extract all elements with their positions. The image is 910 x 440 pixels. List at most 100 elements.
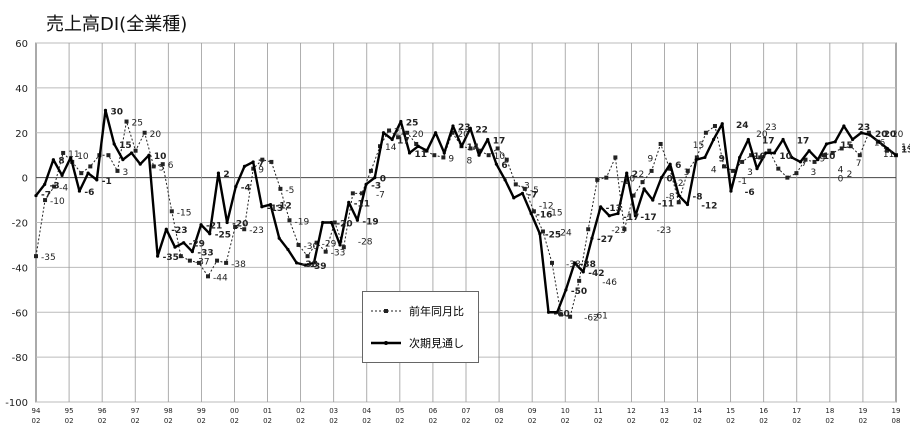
- series-point-outlook: [121, 158, 125, 162]
- data-label: 2: [632, 170, 638, 180]
- data-label: 9: [648, 154, 654, 164]
- series-point-yoy: [387, 128, 392, 133]
- series-point-yoy: [432, 153, 437, 158]
- x-tick-year: 99: [197, 407, 206, 415]
- series-point-yoy: [468, 146, 473, 151]
- series-point-outlook: [199, 223, 203, 227]
- data-label: -62: [584, 314, 599, 324]
- series-point-yoy: [513, 182, 518, 187]
- data-label: 4: [838, 166, 844, 176]
- x-tick-year: 00: [230, 407, 239, 415]
- series-point-outlook: [651, 198, 655, 202]
- legend-label-yoy: 前年同月比: [409, 305, 464, 318]
- data-label: -12: [276, 202, 292, 212]
- data-label: -33: [331, 249, 346, 259]
- x-tick-year: 17: [792, 407, 801, 415]
- series-point-yoy: [106, 153, 111, 158]
- series-point-outlook: [34, 193, 38, 198]
- data-label: 25: [406, 119, 419, 129]
- series-point-outlook: [755, 167, 759, 171]
- series-point-outlook: [43, 182, 47, 186]
- series-point-yoy: [196, 260, 201, 265]
- series-point-yoy: [722, 164, 726, 169]
- data-label: -33: [197, 249, 213, 259]
- series-point-yoy: [622, 227, 627, 232]
- x-tick-year: 14: [693, 407, 702, 415]
- series-point-outlook: [729, 189, 733, 193]
- series-point-outlook: [416, 144, 420, 148]
- series-point-outlook: [850, 137, 855, 142]
- series-point-outlook: [347, 200, 351, 204]
- series-point-yoy: [830, 150, 835, 155]
- x-tick-year: 97: [131, 407, 140, 415]
- data-label: 5: [159, 163, 165, 173]
- legend-swatch-outlook: [371, 341, 401, 345]
- series-point-outlook: [86, 171, 90, 175]
- data-label: -4: [59, 184, 68, 194]
- y-tick-label: -20: [12, 219, 28, 230]
- series-point-yoy: [215, 258, 220, 263]
- data-label: 3: [684, 168, 690, 178]
- series-point-yoy: [495, 146, 500, 151]
- series-point-yoy: [866, 130, 871, 135]
- series-point-yoy: [160, 162, 165, 167]
- data-label: 20: [150, 130, 162, 140]
- x-tick-year: 13: [660, 407, 669, 415]
- series-point-outlook: [234, 185, 238, 189]
- data-label: -3: [371, 181, 381, 191]
- series-line-outlook: [35, 109, 897, 314]
- data-label: 0: [838, 175, 844, 185]
- x-tick-year: 09: [528, 407, 537, 415]
- x-tick-month: 02: [362, 417, 371, 425]
- data-label: 20: [884, 130, 897, 140]
- series-point-yoy: [658, 141, 663, 146]
- series-point-outlook: [51, 158, 55, 162]
- series-point-yoy: [206, 274, 210, 279]
- data-label: 6: [501, 161, 507, 171]
- series-point-yoy: [794, 171, 799, 176]
- data-label: -23: [657, 226, 672, 236]
- series-point-yoy: [559, 312, 564, 317]
- series-point-yoy: [133, 148, 138, 153]
- series-point-yoy: [368, 168, 373, 173]
- data-label: 11: [68, 150, 79, 160]
- series-point-yoy: [604, 175, 609, 180]
- series-point-yoy: [803, 157, 808, 162]
- data-label: 14: [467, 143, 480, 153]
- series-point-outlook: [190, 250, 194, 254]
- series-point-outlook: [816, 158, 820, 162]
- x-tick-month: 02: [462, 417, 471, 425]
- series-point-outlook: [95, 178, 99, 182]
- series-point-outlook: [685, 202, 690, 207]
- y-tick-label: 0: [22, 174, 28, 185]
- series-point-yoy: [504, 157, 509, 162]
- x-tick-month: 02: [726, 417, 735, 425]
- data-label: -38: [302, 260, 318, 270]
- series-point-yoy: [712, 124, 717, 129]
- data-label: 13: [901, 145, 910, 155]
- series-point-outlook: [164, 227, 168, 231]
- series-point-yoy: [522, 186, 527, 191]
- data-label: 3: [747, 168, 753, 178]
- data-label: -6: [745, 188, 755, 198]
- series-point-yoy: [34, 254, 38, 259]
- series-point-outlook: [772, 151, 776, 155]
- y-tick-label: -100: [5, 398, 28, 409]
- series-point-outlook: [303, 263, 307, 267]
- series-point-outlook: [607, 214, 611, 218]
- series-point-yoy: [178, 254, 183, 259]
- data-label: -29: [322, 240, 337, 250]
- data-label: 10: [154, 152, 167, 162]
- x-tick-year: 95: [65, 407, 74, 415]
- data-label: 17: [397, 136, 410, 146]
- data-label: -7: [527, 190, 537, 200]
- series-point-yoy: [848, 144, 853, 149]
- series-point-outlook: [868, 133, 872, 137]
- x-tick-month: 02: [660, 417, 669, 425]
- data-label: -5: [530, 186, 539, 196]
- series-point-yoy: [314, 240, 319, 245]
- series-point-outlook: [877, 140, 881, 144]
- y-tick-label: 20: [15, 129, 28, 140]
- series-point-yoy: [839, 146, 844, 151]
- data-label: -3: [50, 181, 60, 191]
